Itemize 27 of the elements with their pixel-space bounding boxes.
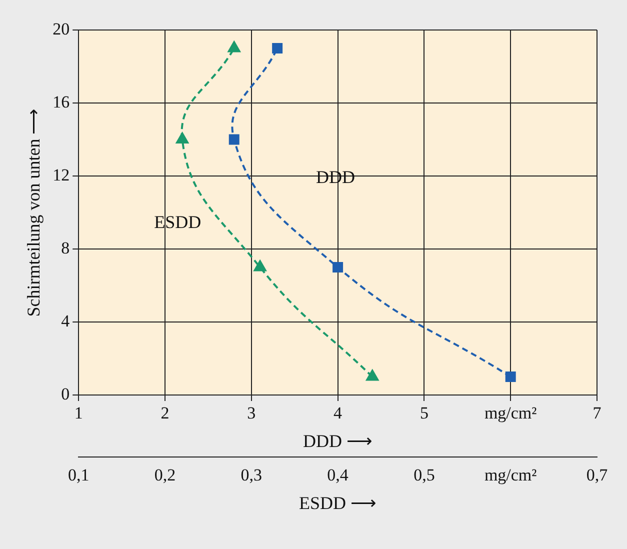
x2-tick-label: 0,4 (327, 466, 349, 485)
x2-axis-title: ESDD ⟶ (299, 492, 377, 513)
x2-tick-label: 0,5 (414, 466, 435, 485)
point (332, 262, 344, 272)
y-tick-label: 8 (61, 238, 70, 258)
y-tick-label: 12 (52, 165, 70, 184)
x-tick-label: 4 (334, 404, 343, 423)
x2-tick-label: 0,2 (154, 466, 176, 485)
x-tick-label: 1 (74, 404, 83, 423)
point (272, 43, 283, 54)
y-tick-label: 4 (61, 311, 70, 330)
x-tick-label: 3 (247, 404, 256, 423)
x-tick-label: 2 (160, 404, 170, 423)
y-axis-title: Schirmteilung von unten ⟶ (24, 108, 44, 317)
y-tick-label: 0 (61, 384, 70, 404)
x-axis-title: DDD ⟶ (303, 430, 373, 451)
x2-tick-label: 0,1 (68, 466, 90, 485)
y-tick-label: 16 (52, 92, 70, 112)
x2-tick-label: 0,7 (586, 466, 608, 485)
point (505, 372, 516, 382)
y-tick-label: 20 (52, 19, 70, 38)
point (228, 134, 240, 145)
x-tick-label: 5 (420, 404, 428, 423)
x-tick-label: 7 (592, 404, 602, 423)
x-tick-label: mg/cm² (484, 404, 537, 423)
x2-tick-label: mg/cm² (484, 466, 537, 485)
x2-tick-label: 0,3 (240, 466, 262, 485)
